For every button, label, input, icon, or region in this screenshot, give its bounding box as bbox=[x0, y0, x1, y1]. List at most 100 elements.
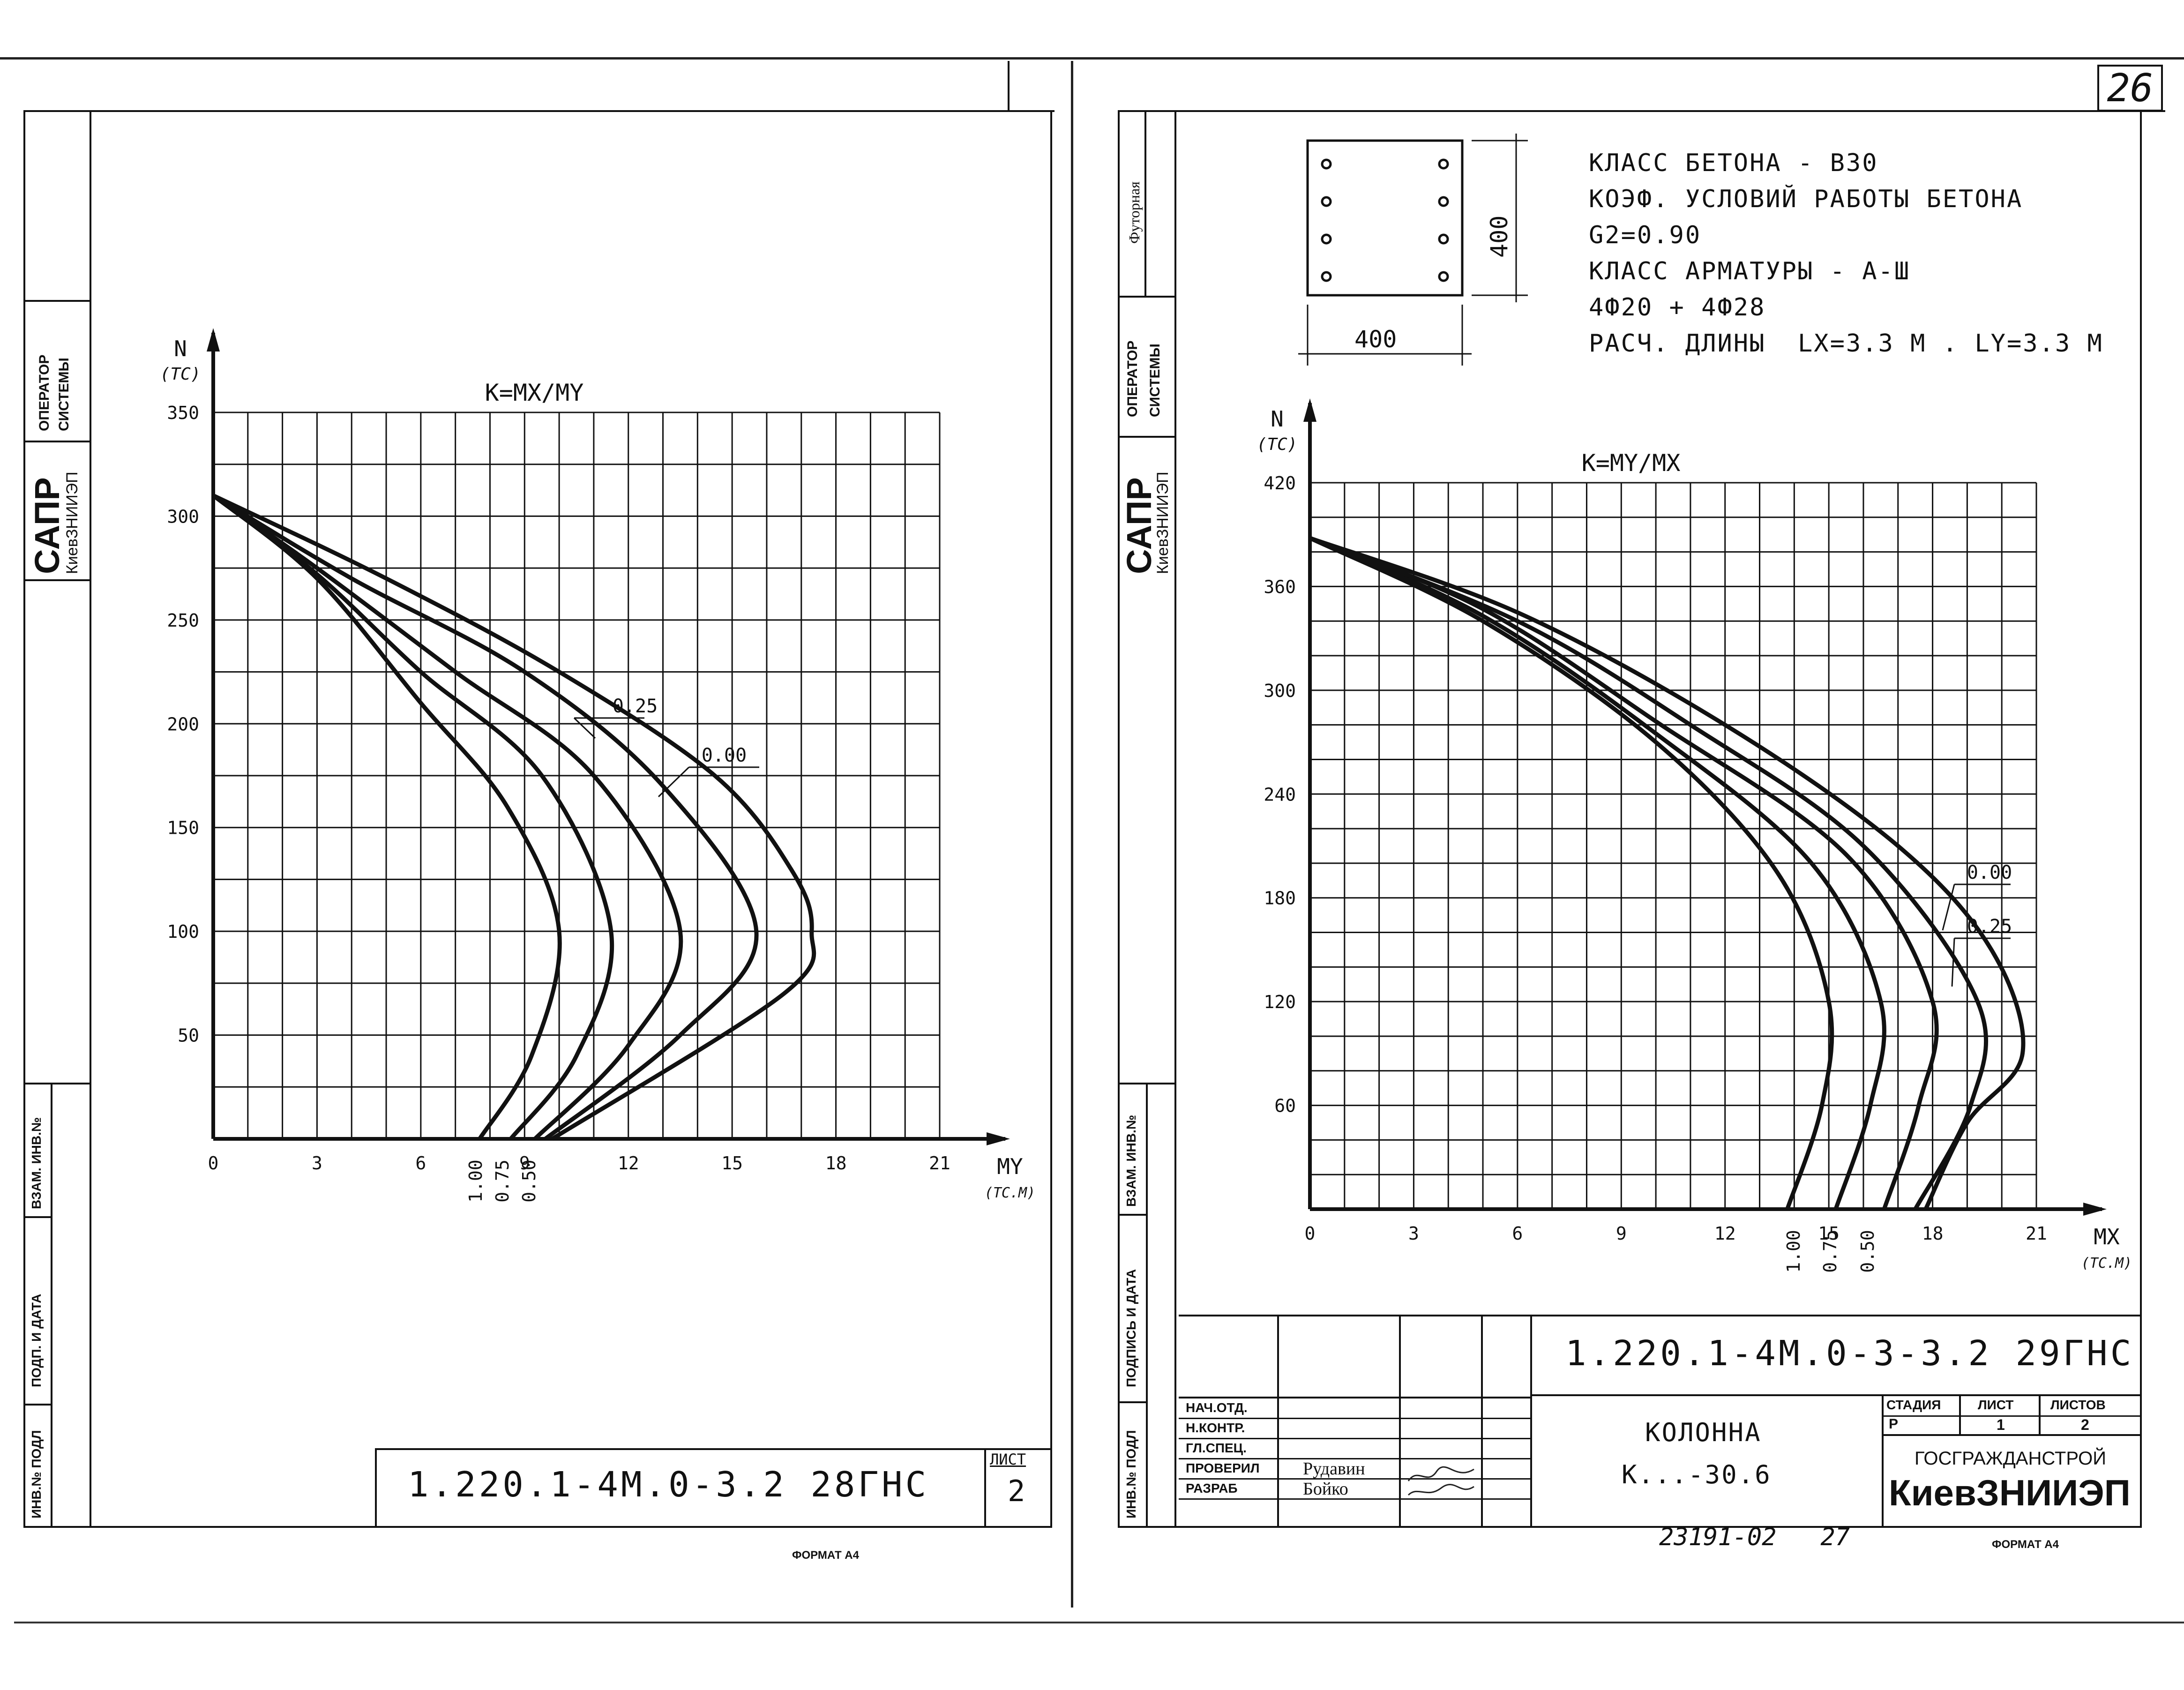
y-tick-label: 120 bbox=[1264, 992, 1296, 1012]
tb-sheets: 2 bbox=[2081, 1416, 2089, 1433]
right-margin-divider-1 bbox=[1118, 1214, 1148, 1216]
x-tick-label: 3 bbox=[312, 1153, 322, 1174]
tb-role-2: Н.КОНТР. bbox=[1186, 1421, 1245, 1435]
tb-item-mark: К...-30.6 bbox=[1622, 1460, 1772, 1489]
tb-sheets-label: ЛИСТОВ bbox=[2050, 1398, 2106, 1412]
curve-label-0-00: 0.00 bbox=[1967, 862, 2012, 883]
tb-vline-1 bbox=[1277, 1315, 1279, 1528]
sheet-divider bbox=[1071, 61, 1073, 1608]
series-line-0-25 bbox=[212, 494, 759, 1141]
left-margin-divider-1 bbox=[23, 1216, 52, 1218]
tb-stage-label: СТАДИЯ bbox=[1886, 1398, 1941, 1412]
tb-role-5: РАЗРАБ bbox=[1186, 1481, 1238, 1496]
curve-label-0-25: 0.25 bbox=[613, 695, 658, 717]
tb-row-1 bbox=[1179, 1418, 1530, 1419]
y-tick-label: 50 bbox=[178, 1025, 199, 1046]
left-sheet-label: ЛИСТ bbox=[990, 1451, 1026, 1468]
x-tick-label: 9 bbox=[519, 1153, 530, 1174]
tb-role-4: ПРОВЕРИЛ bbox=[1186, 1461, 1260, 1475]
left-code-box bbox=[375, 1448, 984, 1528]
left-chart: 0 3 6 9 12 15 18 21 50 100 150 200 250 300 350 N (TC) MY (… bbox=[160, 328, 1035, 1203]
tb-hline-code bbox=[1530, 1394, 2142, 1396]
left-format: ФОРМАТ А4 bbox=[792, 1549, 859, 1562]
column-section bbox=[1298, 134, 1528, 366]
right-margin-split bbox=[1146, 1083, 1148, 1528]
x-tick-label: 15 bbox=[1818, 1223, 1840, 1244]
spec-line-4: КЛАСС АРМАТУРЫ - А-Ш bbox=[1589, 257, 1911, 285]
tb-hline-left bbox=[1179, 1397, 1530, 1398]
curve-label-0-25: 0.25 bbox=[1967, 916, 2012, 937]
right-futornaya-split bbox=[1144, 110, 1146, 298]
top-border-line bbox=[0, 57, 2184, 60]
tb-sheet-label: ЛИСТ bbox=[1978, 1398, 2014, 1412]
left-sapr-divider bbox=[23, 441, 91, 442]
series-line-1-00 bbox=[212, 494, 562, 1140]
y-axis-label: N bbox=[174, 336, 187, 361]
left-top-line bbox=[23, 110, 1055, 112]
spec-line-6: РАСЧ. ДЛИНЫ LX=3.3 M . LY=3.3 M bbox=[1589, 329, 2103, 358]
y-tick-label: 100 bbox=[167, 921, 199, 942]
left-margin-strip bbox=[23, 110, 91, 1528]
right-chart: 0 3 6 9 12 15 18 21 60 120 180 240 300 360 420 N (TC) MX (… bbox=[1257, 398, 2132, 1273]
x-axis-label: MY bbox=[997, 1154, 1023, 1179]
tb-role-1: НАЧ.ОТД. bbox=[1186, 1400, 1248, 1415]
series-line-0-00 bbox=[1309, 536, 2026, 1210]
y-tick-label: 240 bbox=[1264, 784, 1296, 805]
bottom-curve-label-1-00: 1.00 bbox=[465, 1159, 486, 1203]
right-top-line bbox=[1118, 110, 2165, 112]
tb-row-4 bbox=[1179, 1478, 1530, 1480]
y-axis-arrow bbox=[1303, 398, 1316, 422]
curve-label-0-00: 0.00 bbox=[702, 745, 747, 766]
spec-line-1: КЛАСС БЕТОНА - В30 bbox=[1589, 149, 1878, 177]
x-tick-label: 3 bbox=[1408, 1223, 1419, 1244]
y-axis-label: N bbox=[1271, 406, 1284, 432]
y-tick-label: 300 bbox=[1264, 680, 1296, 701]
tb-row-5 bbox=[1179, 1498, 1530, 1500]
left-margin-divider-2 bbox=[23, 1404, 52, 1406]
x-tick-label: 21 bbox=[2026, 1223, 2047, 1244]
bottom-border-line bbox=[14, 1622, 2184, 1623]
left-sheet-number: 2 bbox=[1008, 1474, 1025, 1508]
left-top-box bbox=[1008, 61, 1010, 112]
y-tick-label: 200 bbox=[167, 714, 199, 734]
page-number: 26 bbox=[2097, 65, 2163, 112]
right-margin-strip bbox=[1118, 110, 1176, 1528]
tb-vline-4 bbox=[1530, 1315, 1532, 1528]
tb-name-4: Рудавин bbox=[1303, 1459, 1365, 1479]
tb-name-5: Бойко bbox=[1303, 1479, 1348, 1499]
curve-label-leader bbox=[1951, 938, 1955, 987]
right-margin-divider-2 bbox=[1118, 1401, 1148, 1403]
tb-hline-org bbox=[1882, 1434, 2142, 1436]
x-axis-unit: (TC.M) bbox=[2081, 1255, 2132, 1271]
left-sheet-cell bbox=[984, 1448, 1052, 1528]
curve-label-leader bbox=[658, 766, 690, 798]
tb-hline-stage bbox=[1882, 1415, 2142, 1417]
series-line-1-00 bbox=[1309, 536, 1834, 1210]
x-axis-arrow bbox=[987, 1132, 1010, 1145]
x-tick-label: 6 bbox=[415, 1153, 426, 1174]
x-axis-label: MX bbox=[2094, 1224, 2120, 1249]
left-drawing-code: 1.220.1-4M.0-3.2 28ГНС bbox=[408, 1465, 929, 1505]
x-tick-label: 21 bbox=[929, 1153, 950, 1174]
tb-stage: Р bbox=[1889, 1416, 1899, 1432]
chart-2: 0 3 6 9 12 15 18 21 60 120 180 240 300 360 420 N (TC) MX (… bbox=[1257, 398, 2132, 1273]
curve-label-leader bbox=[573, 717, 596, 739]
x-tick-label: 9 bbox=[1616, 1223, 1627, 1244]
tb-vline-3 bbox=[1481, 1315, 1483, 1528]
x-tick-label: 12 bbox=[1714, 1223, 1736, 1244]
y-tick-label: 350 bbox=[167, 403, 199, 423]
bottom-curve-label-1-00: 1.00 bbox=[1783, 1230, 1804, 1273]
x-axis-unit: (TC.M) bbox=[985, 1185, 1035, 1201]
y-tick-label: 420 bbox=[1264, 473, 1296, 494]
title-block bbox=[1179, 1315, 2142, 1528]
y-tick-label: 360 bbox=[1264, 576, 1296, 597]
right-futornaya-box bbox=[1118, 110, 1176, 298]
series-line-0-25 bbox=[1309, 536, 1988, 1211]
spec-line-5: 4Ф20 + 4Ф28 bbox=[1589, 293, 1766, 322]
x-tick-label: 18 bbox=[825, 1153, 847, 1174]
tb-role-3: ГЛ.СПЕЦ. bbox=[1186, 1441, 1247, 1455]
tb-drawing-code: 1.220.1-4M.0-3-3.2 29ГНС bbox=[1565, 1333, 2134, 1374]
x-axis-arrow bbox=[2083, 1203, 2107, 1216]
chart-1: 0 3 6 9 12 15 18 21 50 100 150 200 250 300 350 N (TC) MY (… bbox=[160, 328, 1035, 1203]
tb-row-2 bbox=[1179, 1438, 1530, 1439]
